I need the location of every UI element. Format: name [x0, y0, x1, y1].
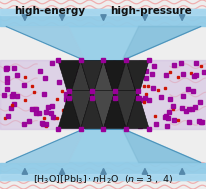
Polygon shape: [6, 129, 84, 163]
Polygon shape: [80, 91, 103, 129]
Polygon shape: [69, 60, 92, 98]
Polygon shape: [80, 60, 103, 98]
Polygon shape: [92, 91, 114, 129]
Polygon shape: [126, 91, 148, 129]
Polygon shape: [6, 26, 200, 60]
Polygon shape: [126, 60, 148, 98]
Text: high-pressure: high-pressure: [110, 6, 191, 16]
Polygon shape: [103, 60, 126, 98]
Polygon shape: [6, 129, 200, 163]
Polygon shape: [114, 60, 137, 98]
Text: high-energy: high-energy: [14, 6, 85, 16]
Text: $[\mathrm{H_3O}][\mathrm{PbI_3}]\cdot n\mathrm{H_2O}\ \ (n=3\ ,\ 4)$: $[\mathrm{H_3O}][\mathrm{PbI_3}]\cdot n\…: [33, 174, 173, 186]
Polygon shape: [103, 91, 126, 129]
Polygon shape: [6, 26, 84, 60]
Polygon shape: [69, 91, 92, 129]
Polygon shape: [114, 91, 137, 129]
Polygon shape: [122, 129, 200, 163]
Polygon shape: [122, 26, 200, 60]
Polygon shape: [58, 91, 80, 129]
Polygon shape: [92, 60, 114, 98]
Polygon shape: [58, 60, 80, 98]
